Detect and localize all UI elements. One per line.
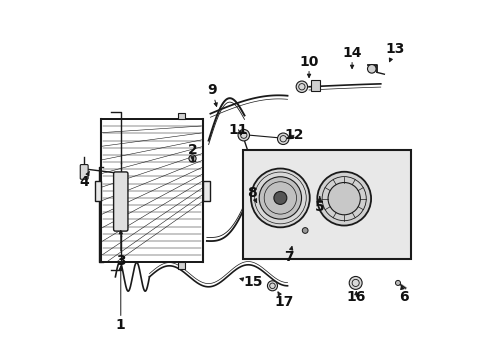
Text: 8: 8 xyxy=(246,185,256,203)
Text: 15: 15 xyxy=(240,275,263,289)
Text: 2: 2 xyxy=(187,143,197,160)
Text: 11: 11 xyxy=(228,123,247,137)
Circle shape xyxy=(296,81,307,93)
Text: 17: 17 xyxy=(274,292,293,309)
Bar xyxy=(94,181,101,201)
Circle shape xyxy=(395,280,400,285)
Bar xyxy=(101,119,203,262)
Bar xyxy=(310,80,319,91)
Bar xyxy=(242,149,410,259)
Bar xyxy=(203,181,209,201)
Text: 10: 10 xyxy=(299,55,318,77)
Bar xyxy=(177,262,184,269)
Circle shape xyxy=(367,64,375,73)
Circle shape xyxy=(259,177,301,219)
Bar xyxy=(177,113,184,119)
Circle shape xyxy=(273,192,286,204)
Circle shape xyxy=(327,183,360,215)
Circle shape xyxy=(250,168,309,227)
Circle shape xyxy=(348,276,362,289)
Text: 6: 6 xyxy=(399,286,408,303)
Circle shape xyxy=(188,155,196,162)
Circle shape xyxy=(277,133,288,144)
Circle shape xyxy=(267,281,277,291)
FancyBboxPatch shape xyxy=(80,165,88,179)
Text: 12: 12 xyxy=(284,128,303,142)
Text: 13: 13 xyxy=(385,42,404,62)
Text: 3: 3 xyxy=(116,230,125,268)
Text: 9: 9 xyxy=(207,84,217,106)
Text: 4: 4 xyxy=(79,172,89,189)
FancyBboxPatch shape xyxy=(113,172,128,231)
Circle shape xyxy=(238,130,249,141)
Circle shape xyxy=(302,228,307,233)
Circle shape xyxy=(317,172,370,226)
Text: 1: 1 xyxy=(116,266,125,332)
Text: 5: 5 xyxy=(314,197,324,214)
Text: 14: 14 xyxy=(342,46,361,68)
Text: 16: 16 xyxy=(346,289,366,303)
Text: 7: 7 xyxy=(284,247,294,264)
